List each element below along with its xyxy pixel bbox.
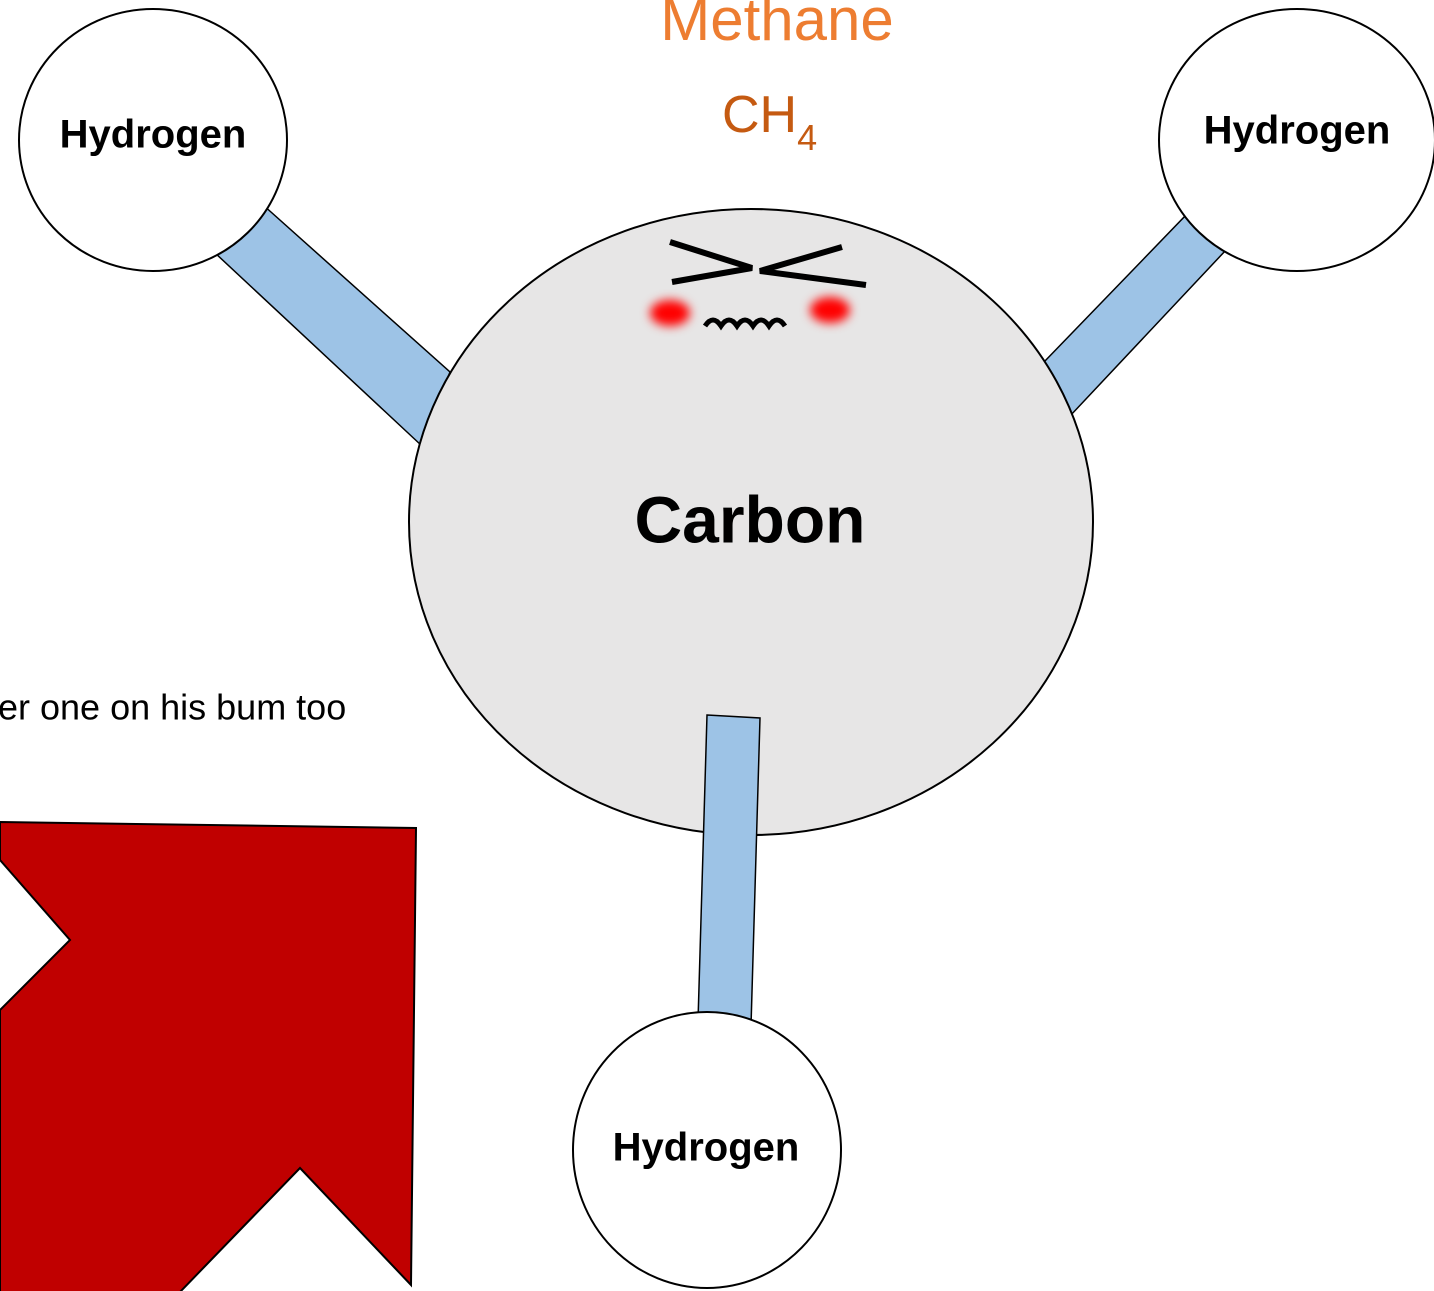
blush [810, 297, 850, 323]
bond [1043, 211, 1228, 418]
hydrogen-label: Hydrogen [60, 113, 247, 157]
hydrogen-label: Hydrogen [1204, 109, 1391, 153]
carbon-label: Carbon [635, 482, 866, 556]
eye [669, 239, 753, 285]
caption: er one on his bum too [0, 687, 346, 728]
title: Methane [660, 0, 894, 53]
bond [212, 202, 451, 448]
bond [697, 714, 761, 1027]
hydrogen-atom [1158, 8, 1434, 272]
hydrogen-atom [572, 1011, 842, 1289]
arrow [0, 820, 418, 1291]
formula-subscript: 4 [797, 117, 817, 158]
formula-base: CH [722, 86, 797, 144]
blush [650, 300, 690, 326]
mouth [702, 317, 788, 331]
hydrogen-label: Hydrogen [613, 1126, 800, 1170]
hydrogen-atom [18, 8, 288, 272]
eye [759, 244, 867, 288]
formula: CH4 [722, 86, 817, 158]
